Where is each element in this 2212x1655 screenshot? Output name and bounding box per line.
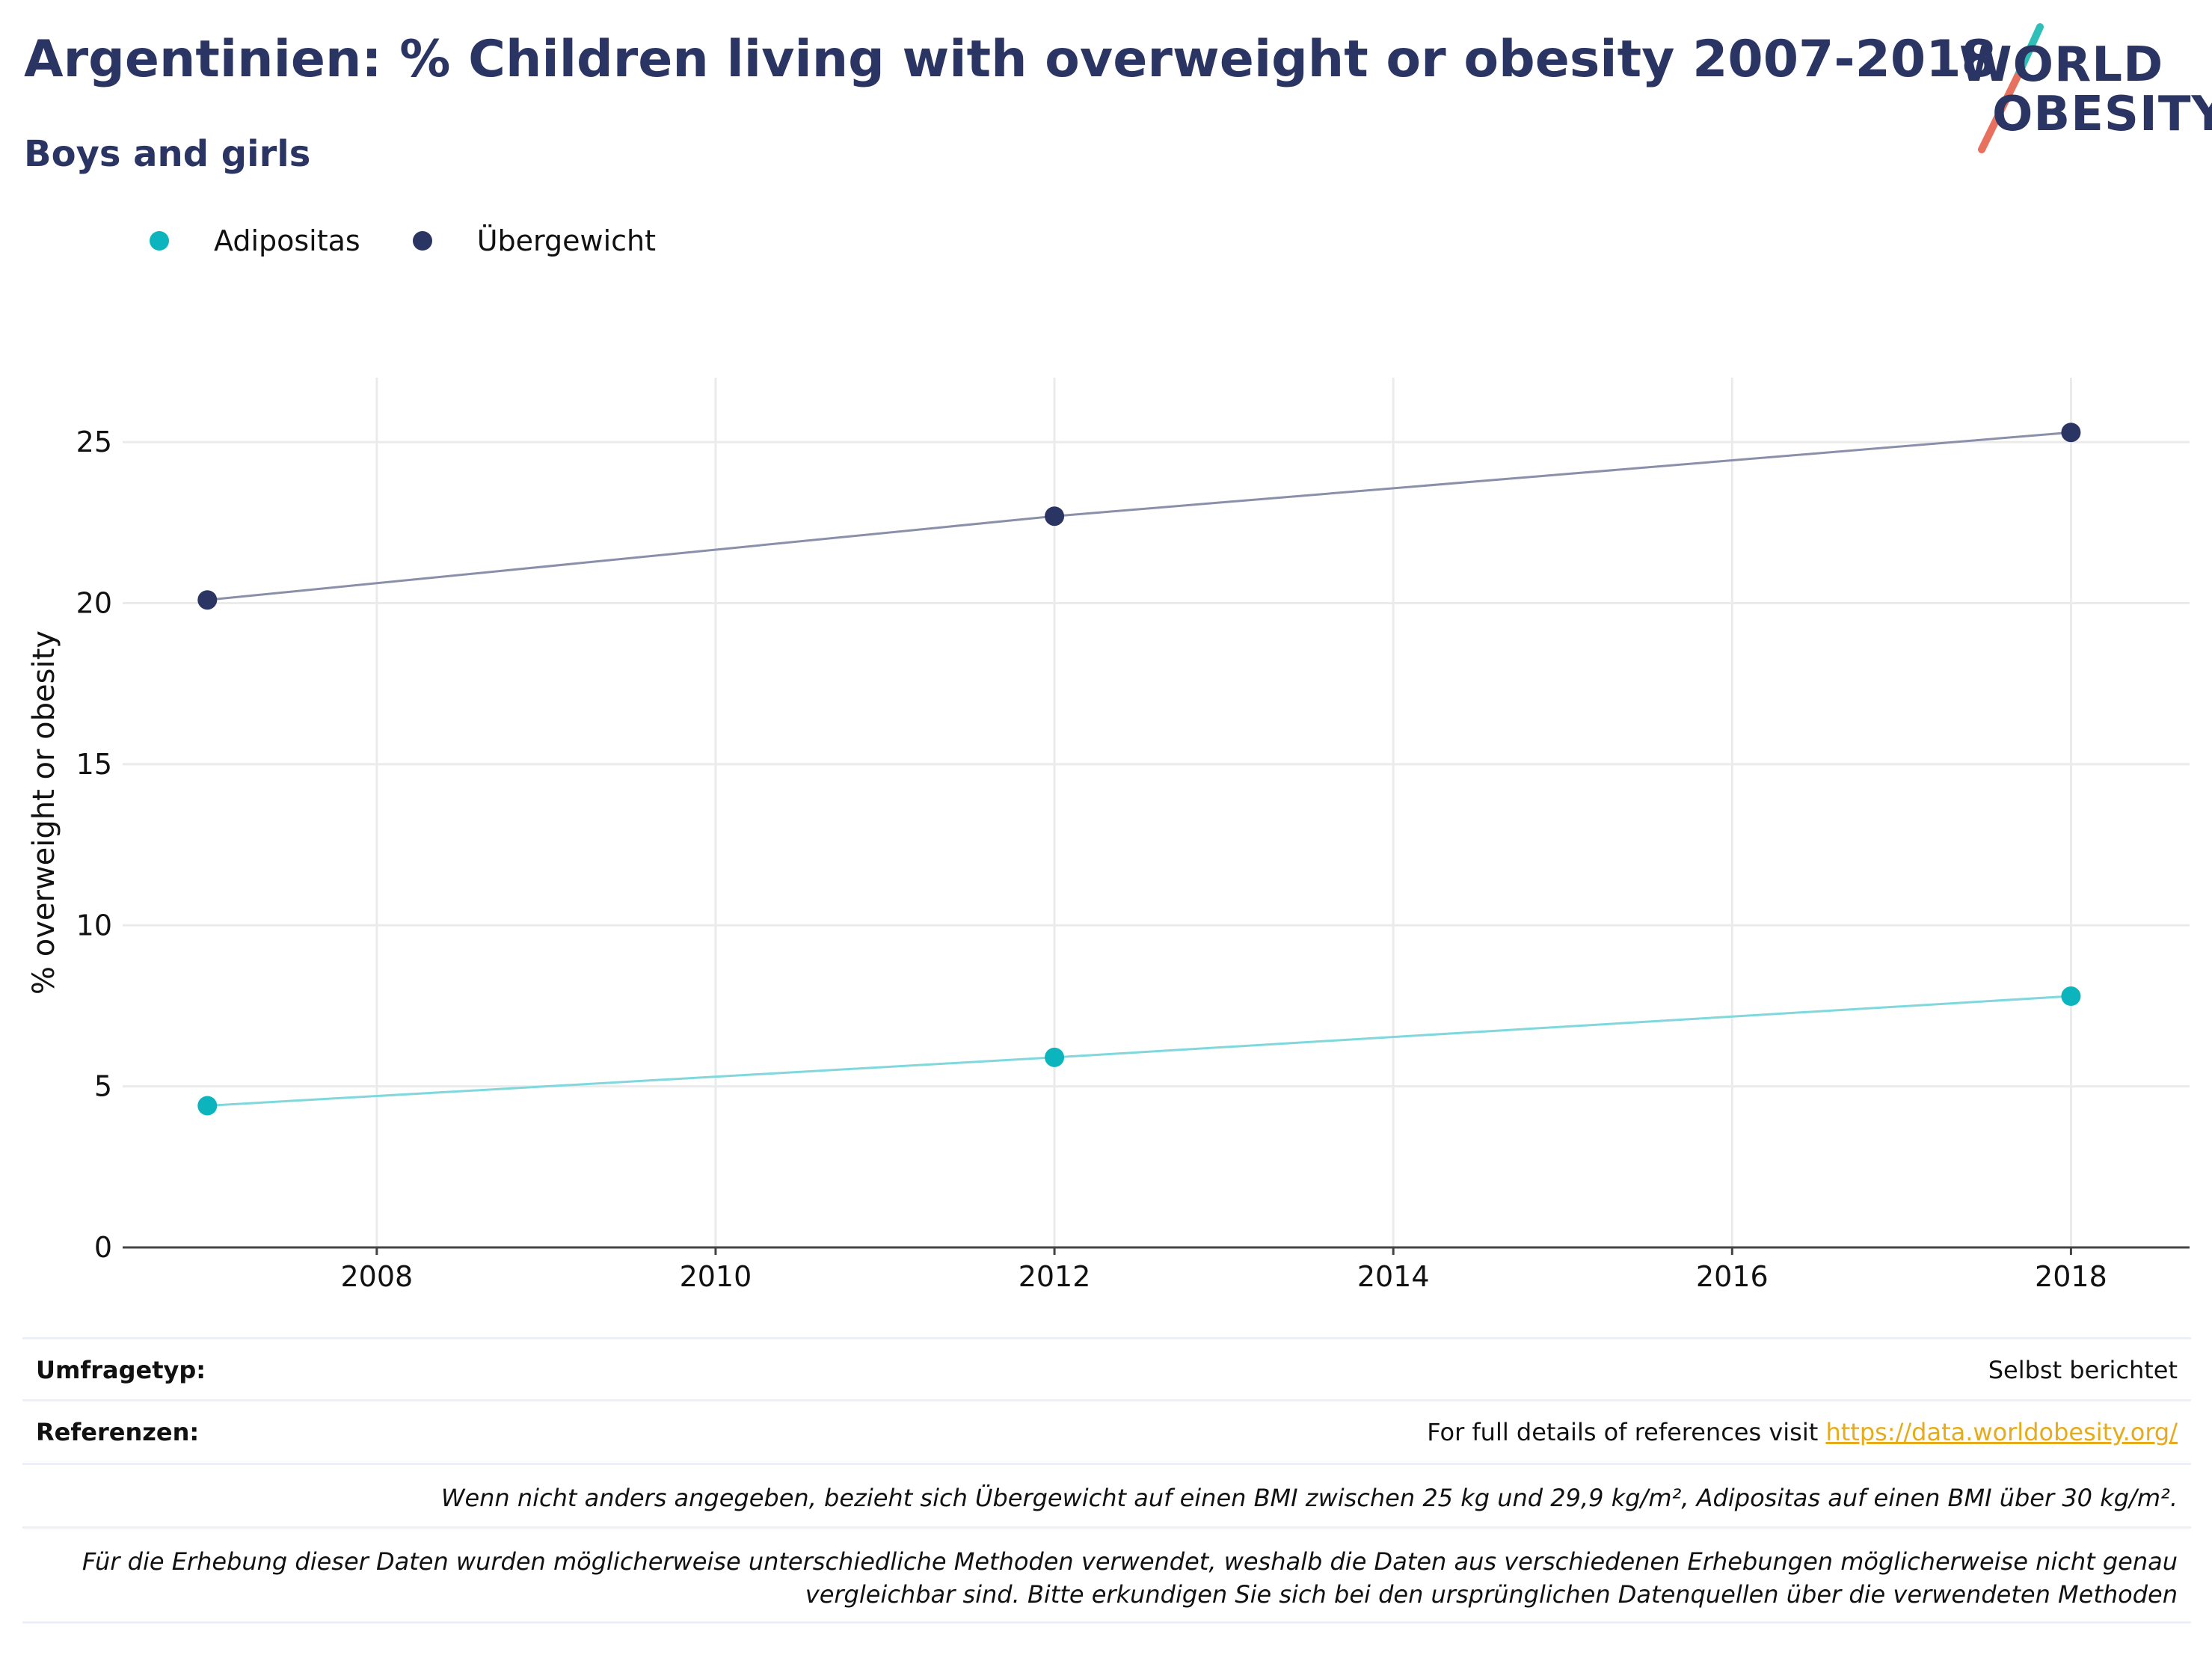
data-point-uebergewicht: [197, 590, 218, 610]
y-tick-label: 15: [76, 748, 112, 781]
y-tick-label: 0: [94, 1231, 112, 1264]
references-text: For full details of references visit: [1427, 1418, 1826, 1446]
survey-type-label: Umfragetyp:: [36, 1356, 206, 1384]
chart-subtitle: Boys and girls: [24, 133, 311, 175]
data-point-adipositas: [2061, 986, 2081, 1007]
logo-slash-icon: [1978, 23, 2044, 153]
methods-note-line-1: Für die Erhebung dieser Daten wurden mög…: [82, 1547, 2178, 1576]
data-point-adipositas: [197, 1096, 218, 1116]
references-link[interactable]: https://data.worldobesity.org/: [1825, 1418, 2178, 1446]
logo-text-world: WORLD: [1959, 37, 2164, 93]
bmi-note: Wenn nicht anders angegeben, bezieht sic…: [440, 1484, 2178, 1512]
legend-label-uebergewicht: Übergewicht: [476, 224, 656, 257]
methods-note-line-2: vergleichbar sind. Bitte erkundigen Sie …: [805, 1580, 2178, 1609]
logo-text-obesity: OBESITY: [1992, 87, 2212, 142]
legend-marker-adipositas: [150, 231, 169, 251]
y-tick-label: 25: [76, 426, 112, 458]
x-tick-label: 2008: [340, 1260, 413, 1293]
x-tick-label: 2012: [1019, 1260, 1091, 1293]
methods-note: Für die Erhebung dieser Daten wurden mög…: [82, 1545, 2178, 1611]
y-tick-label: 5: [94, 1070, 112, 1103]
chart-legend: Adipositas Übergewicht: [150, 224, 708, 257]
y-axis-title: % overweight or obesity: [27, 630, 61, 995]
x-tick-label: 2016: [1696, 1260, 1769, 1293]
x-tick-label: 2018: [2035, 1260, 2107, 1293]
y-tick-label: 10: [76, 909, 112, 942]
legend-item-adipositas[interactable]: Adipositas: [150, 224, 360, 257]
chart-footer: Umfragetyp: Selbst berichtet Referenzen:…: [22, 1337, 2191, 1624]
chart-title: Argentinien: % Children living with over…: [24, 30, 1997, 89]
footer-row-methods-note: Für die Erhebung dieser Daten wurden mög…: [22, 1526, 2191, 1624]
references-label: Referenzen:: [36, 1418, 200, 1446]
line-chart: 2008 2010 2012 2014 2016 2018 0 5 10 15 20 25 % over…: [27, 378, 2190, 1293]
x-tick-label: 2010: [680, 1260, 752, 1293]
series-line-adipositas: [207, 995, 2071, 1107]
legend-label-adipositas: Adipositas: [214, 224, 360, 257]
data-point-adipositas: [1045, 1047, 1065, 1067]
legend-marker-uebergewicht: [412, 231, 432, 251]
series-line-uebergewicht: [207, 431, 2071, 601]
world-obesity-logo: WORLD OBESITY: [1959, 22, 2212, 157]
footer-row-survey: Umfragetyp: Selbst berichtet: [22, 1337, 2191, 1399]
footer-row-references: Referenzen: For full details of referenc…: [22, 1399, 2191, 1463]
data-point-uebergewicht: [2061, 423, 2081, 443]
footer-row-bmi-note: Wenn nicht anders angegeben, bezieht sic…: [22, 1463, 2191, 1526]
references-value: For full details of references visit htt…: [1427, 1418, 2178, 1446]
legend-item-uebergewicht[interactable]: Übergewicht: [412, 224, 656, 257]
data-point-uebergewicht: [1045, 506, 1065, 526]
survey-type-value: Selbst berichtet: [1988, 1356, 2178, 1384]
y-tick-label: 20: [76, 587, 112, 620]
x-tick-label: 2014: [1357, 1260, 1430, 1293]
